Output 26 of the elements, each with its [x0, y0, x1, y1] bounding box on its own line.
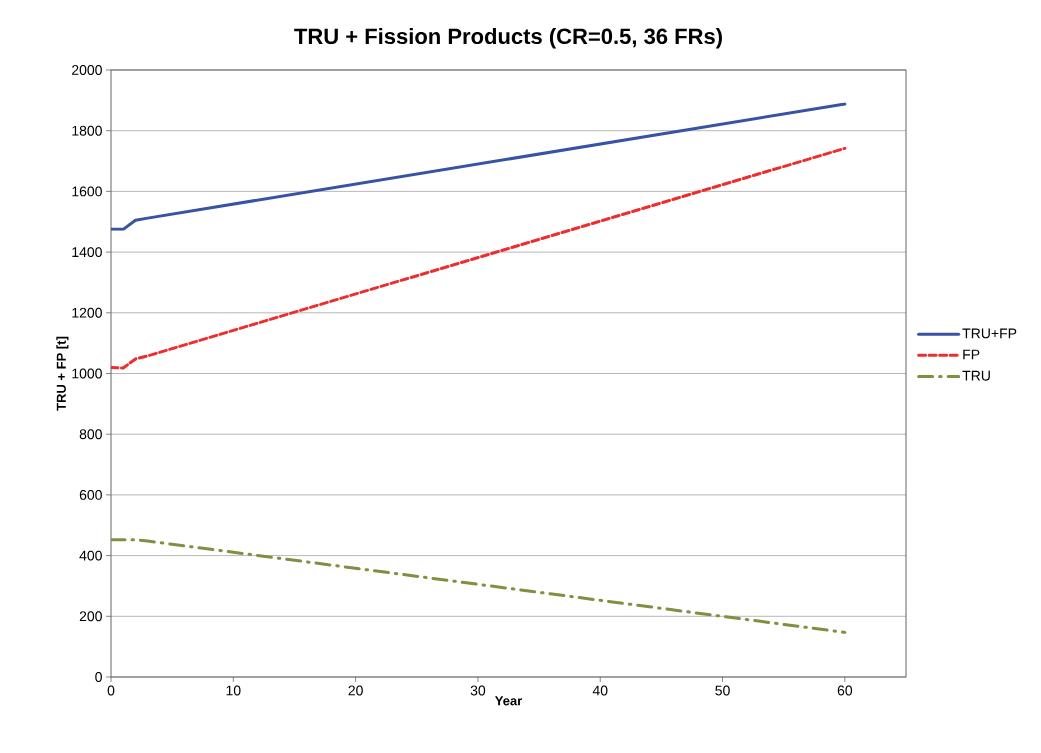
y-tick-label: 800: [79, 429, 102, 440]
legend-label: FP: [963, 349, 980, 360]
line-series: [111, 146, 847, 370]
y-tick-label: 200: [79, 611, 102, 622]
y-tick-label: 600: [79, 489, 102, 500]
line-series: [111, 102, 847, 231]
y-axis-title: TRU + FP [t]: [56, 336, 69, 411]
x-tick-label: 50: [715, 685, 730, 696]
y-tick-label: 1000: [72, 368, 102, 379]
legend-label: TRU+FP: [962, 328, 1017, 339]
x-tick-label: 10: [226, 685, 241, 696]
legend-label: TRU: [962, 370, 990, 381]
chart-title: TRU + Fission Products (CR=0.5, 36 FRs): [294, 27, 722, 49]
x-tick-label: 40: [592, 685, 608, 696]
x-tick-label: 60: [837, 685, 853, 696]
y-tick-label: 2000: [72, 65, 102, 75]
x-tick-label: 0: [107, 685, 115, 696]
x-axis-title: Year: [494, 696, 523, 706]
y-tick-label: 1600: [72, 186, 102, 197]
y-tick-label: 0: [95, 672, 102, 682]
x-tick-label: 30: [470, 685, 486, 696]
y-tick-label: 1200: [72, 307, 102, 318]
y-tick-label: 1400: [72, 247, 102, 258]
y-tick-label: 400: [79, 550, 102, 561]
y-tick-label: 1800: [72, 125, 102, 136]
x-tick-label: 20: [348, 685, 363, 696]
